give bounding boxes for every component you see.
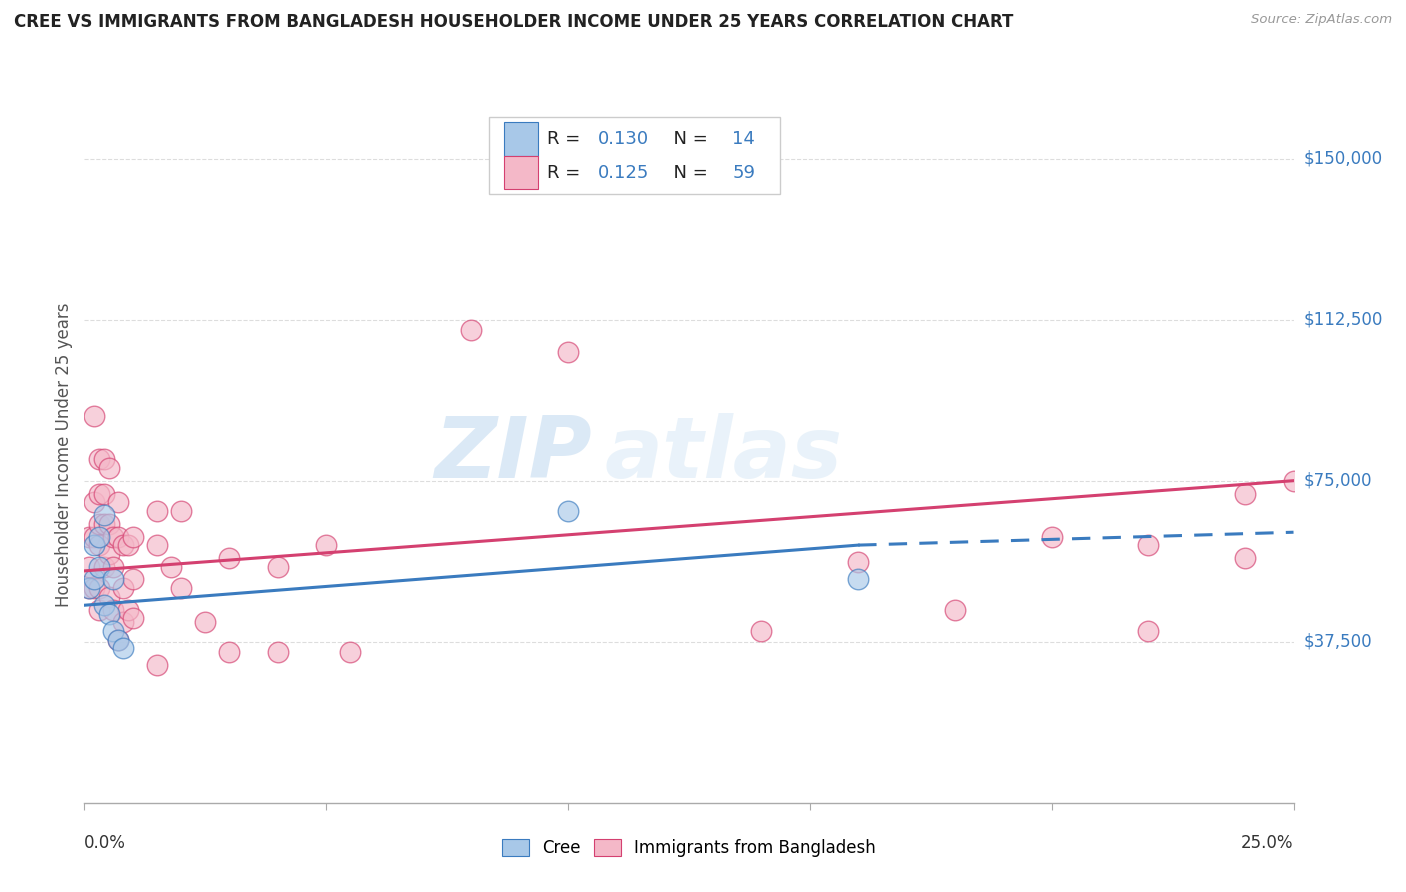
Text: $150,000: $150,000: [1303, 150, 1382, 168]
Point: [943, 602, 966, 616]
Point: [87, 559, 110, 574]
Point: [267, 559, 290, 574]
Y-axis label: Householder Income Under 25 years: Householder Income Under 25 years: [55, 302, 73, 607]
Point: [1040, 529, 1063, 543]
Point: [103, 624, 125, 638]
Point: [1137, 538, 1160, 552]
Text: $37,500: $37,500: [1303, 632, 1372, 651]
Point: [218, 551, 240, 566]
Point: [97, 607, 120, 621]
Point: [121, 611, 143, 625]
Point: [160, 559, 183, 574]
Point: [117, 538, 139, 552]
Point: [170, 504, 193, 518]
Point: [83, 573, 105, 587]
Text: N =: N =: [662, 130, 714, 148]
Text: 25.0%: 25.0%: [1241, 834, 1294, 852]
Point: [146, 658, 169, 673]
Point: [112, 538, 135, 552]
Point: [1282, 474, 1305, 488]
Point: [87, 486, 110, 500]
Point: [83, 495, 105, 509]
Point: [112, 641, 135, 656]
Text: R =: R =: [547, 130, 586, 148]
Text: atlas: atlas: [605, 413, 842, 497]
Text: ZIP: ZIP: [434, 413, 592, 497]
Point: [103, 559, 125, 574]
Point: [83, 529, 105, 543]
Point: [218, 645, 240, 659]
Point: [103, 602, 125, 616]
Point: [87, 538, 110, 552]
Point: [97, 590, 120, 604]
Point: [77, 529, 100, 543]
Point: [103, 529, 125, 543]
Point: [846, 573, 869, 587]
Text: $112,500: $112,500: [1303, 310, 1382, 328]
Point: [87, 581, 110, 595]
Point: [1234, 551, 1257, 566]
Point: [87, 529, 110, 543]
Text: 0.130: 0.130: [599, 130, 650, 148]
Point: [83, 409, 105, 424]
Point: [267, 645, 290, 659]
Text: $75,000: $75,000: [1303, 472, 1372, 490]
Point: [557, 344, 579, 359]
Text: N =: N =: [662, 163, 714, 182]
Point: [1137, 624, 1160, 638]
Text: 0.125: 0.125: [599, 163, 650, 182]
Bar: [503, 122, 538, 155]
Point: [77, 559, 100, 574]
Point: [83, 538, 105, 552]
Legend: Cree, Immigrants from Bangladesh: Cree, Immigrants from Bangladesh: [494, 831, 884, 866]
Point: [751, 624, 773, 638]
Point: [107, 632, 129, 647]
Point: [460, 323, 482, 337]
Point: [83, 581, 105, 595]
Point: [87, 516, 110, 531]
Point: [1234, 486, 1257, 500]
Point: [87, 452, 110, 467]
Point: [112, 581, 135, 595]
Text: CREE VS IMMIGRANTS FROM BANGLADESH HOUSEHOLDER INCOME UNDER 25 YEARS CORRELATION: CREE VS IMMIGRANTS FROM BANGLADESH HOUSE…: [14, 13, 1014, 31]
Point: [93, 516, 115, 531]
Point: [107, 632, 129, 647]
Point: [97, 516, 120, 531]
Text: R =: R =: [547, 163, 586, 182]
Point: [557, 504, 579, 518]
Bar: [503, 156, 538, 189]
Point: [315, 538, 337, 552]
Point: [117, 602, 139, 616]
Text: 59: 59: [733, 163, 755, 182]
Text: Source: ZipAtlas.com: Source: ZipAtlas.com: [1251, 13, 1392, 27]
Point: [93, 559, 115, 574]
Point: [121, 529, 143, 543]
Point: [87, 602, 110, 616]
Point: [339, 645, 361, 659]
Point: [77, 581, 100, 595]
Point: [93, 599, 115, 613]
Point: [97, 547, 120, 561]
Point: [121, 573, 143, 587]
Text: 0.0%: 0.0%: [84, 834, 127, 852]
Point: [107, 495, 129, 509]
Point: [77, 581, 100, 595]
Point: [97, 460, 120, 475]
Point: [146, 504, 169, 518]
FancyBboxPatch shape: [489, 118, 779, 194]
Point: [103, 573, 125, 587]
Point: [194, 615, 217, 630]
Point: [112, 615, 135, 630]
Point: [93, 452, 115, 467]
Point: [846, 555, 869, 569]
Text: 14: 14: [733, 130, 755, 148]
Point: [93, 508, 115, 522]
Point: [107, 529, 129, 543]
Point: [146, 538, 169, 552]
Point: [93, 486, 115, 500]
Point: [170, 581, 193, 595]
